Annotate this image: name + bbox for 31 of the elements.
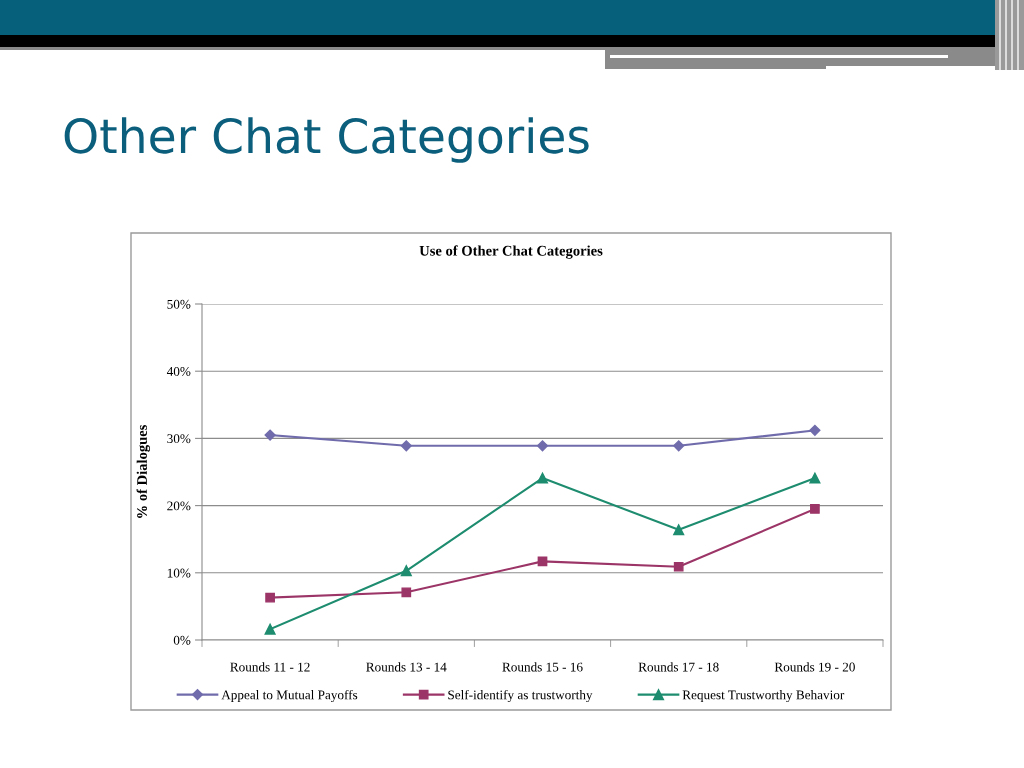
point — [265, 592, 275, 603]
x-tick-label: Rounds 19 - 20 — [774, 662, 855, 672]
y-tick-label: 0% — [173, 635, 191, 645]
chart-title: Other Chat Categories — [64, 117, 589, 163]
point — [536, 472, 549, 484]
x-tick-label: Rounds 13 - 14 — [366, 662, 447, 672]
x-tick-label: Rounds 11 - 12 — [230, 662, 310, 672]
y-tick-label: 20% — [167, 501, 191, 511]
chart-subtitle: Use of Other Chat Categories — [419, 245, 603, 259]
point — [264, 623, 276, 635]
y-tick-label: 40% — [166, 367, 191, 376]
legend-label: Appeal to Mutual Payoffs — [221, 689, 358, 703]
y-axis-title: % of Dialogues — [136, 424, 151, 518]
point — [400, 565, 412, 577]
point — [809, 424, 821, 436]
x-tick-label: Rounds 17 - 18 — [638, 662, 719, 672]
point — [264, 429, 276, 441]
point — [673, 561, 684, 572]
legend-label: Request Trustworthy Behavior — [682, 690, 845, 703]
y-tick-label: 50% — [167, 299, 191, 309]
point — [401, 587, 412, 598]
point — [810, 504, 820, 514]
point — [673, 440, 685, 452]
x-tick-label: Rounds 15 - 16 — [502, 662, 583, 672]
point — [809, 472, 821, 484]
legend-label: Self-identify as trustworthy — [448, 689, 593, 703]
point — [400, 440, 412, 452]
point — [673, 524, 685, 536]
y-tick-label: 10% — [167, 568, 191, 578]
y-tick-label: 30% — [167, 434, 191, 444]
point — [536, 440, 549, 452]
